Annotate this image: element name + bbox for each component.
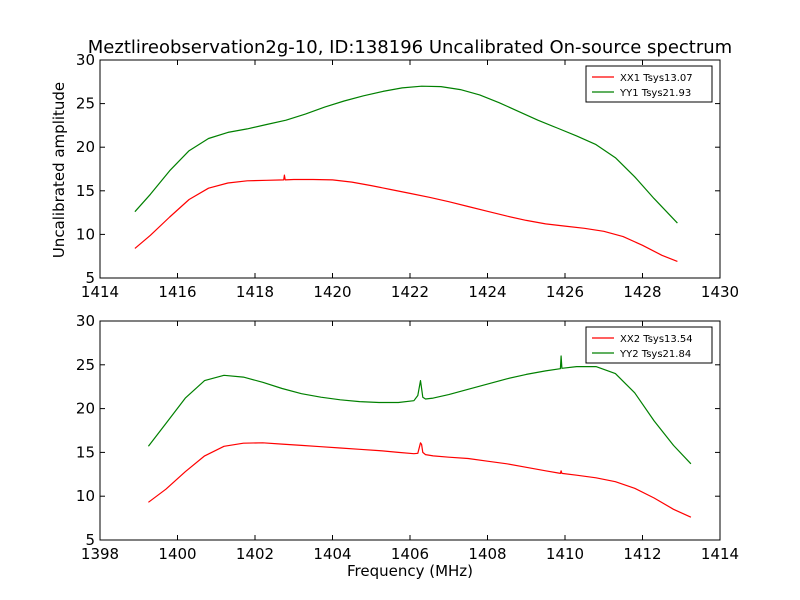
bottom-series-line-2 (147, 355, 692, 465)
top-x-tick-label: 1424 (468, 283, 506, 301)
bottom-x-tick-label: 1402 (236, 545, 274, 563)
top-y-tick-label: 25 (76, 95, 95, 113)
top-x-tick-label: 1428 (623, 283, 661, 301)
bottom-y-tick-label: 5 (85, 531, 95, 549)
top-x-tick-label: 1422 (391, 283, 429, 301)
top-series-line-1 (134, 174, 678, 262)
y-axis-label: Uncalibrated amplitude (50, 82, 68, 258)
top-y-tick-label: 20 (76, 138, 95, 156)
top-series-group (134, 85, 678, 262)
bottom-x-tick-label: 1406 (391, 545, 429, 563)
bottom-x-tick-label: 1408 (468, 545, 506, 563)
top-legend-label-2: YY1 Tsys21.93 (619, 88, 691, 99)
top-legend-box (585, 65, 713, 103)
bottom-legend-box (585, 326, 713, 364)
top-series-line-2 (134, 85, 678, 224)
top-spectrum-panel: 1414 1416 1418 1420 1422 1424 1426 1428 1430 5 10 1… (76, 51, 739, 301)
bottom-series-line-1 (148, 442, 692, 518)
bottom-y-tick-label: 10 (76, 487, 95, 505)
top-x-tick-label: 1426 (546, 283, 584, 301)
bottom-x-tick-label: 1398 (81, 545, 119, 563)
top-y-tick-label: 5 (85, 269, 95, 287)
top-x-tick-label: 1414 (81, 283, 119, 301)
bottom-x-tick-label: 1414 (701, 545, 739, 563)
bottom-x-tick-label: 1412 (623, 545, 661, 563)
bottom-y-tick-label: 25 (76, 356, 95, 374)
top-y-tick-label: 30 (76, 51, 95, 69)
bottom-legend-label-2: YY2 Tsys21.84 (619, 349, 691, 360)
top-legend: XX1 Tsys13.07 YY1 Tsys21.93 (585, 65, 713, 103)
bottom-spectrum-panel: 1398 1400 1402 1404 1406 1408 1410 1412 1414 5 10 1… (76, 312, 739, 563)
top-x-tick-label: 1430 (701, 283, 739, 301)
top-y-tick-label: 10 (76, 225, 95, 243)
bottom-y-tick-label: 30 (76, 312, 95, 330)
chart-title: Meztlireobservation2g-10, ID:138196 Unca… (88, 37, 732, 58)
bottom-y-tick-label: 15 (76, 443, 95, 461)
bottom-x-tick-label: 1410 (546, 545, 584, 563)
top-y-tick-label: 15 (76, 182, 95, 200)
top-x-tick-label: 1420 (313, 283, 351, 301)
bottom-legend: XX2 Tsys13.54 YY2 Tsys21.84 (585, 326, 713, 364)
x-axis-label: Frequency (MHz) (347, 562, 473, 580)
bottom-x-tick-label: 1404 (313, 545, 351, 563)
bottom-y-tick-label: 20 (76, 400, 95, 418)
top-x-tick-label: 1416 (158, 283, 196, 301)
top-x-tick-label: 1418 (236, 283, 274, 301)
bottom-x-tick-label: 1400 (158, 545, 196, 563)
bottom-series-group (147, 355, 692, 518)
top-legend-label-1: XX1 Tsys13.07 (620, 73, 693, 84)
bottom-legend-label-1: XX2 Tsys13.54 (620, 334, 693, 345)
